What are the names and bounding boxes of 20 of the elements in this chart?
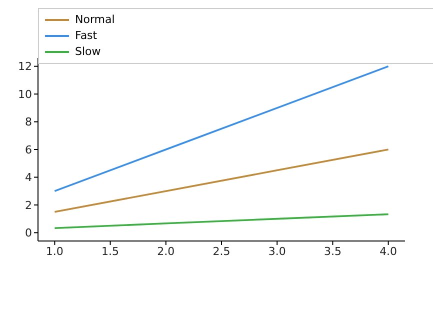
- y-tick-label: 6: [25, 143, 32, 156]
- legend-label: Fast: [75, 28, 98, 44]
- legend-label: Slow: [75, 44, 101, 60]
- legend-label: Normal: [75, 12, 115, 28]
- x-tick-label: 2.0: [157, 244, 175, 258]
- line-series: [54, 213, 390, 230]
- y-tick-label: 2: [25, 198, 32, 212]
- y-tick-label: 10: [18, 88, 32, 101]
- x-tick-label: 3.5: [324, 244, 342, 258]
- y-tick-label: 8: [25, 116, 32, 129]
- line-series: [54, 148, 390, 213]
- x-tick-label: 3.0: [268, 244, 286, 258]
- line-series: [54, 65, 390, 192]
- x-tick-label: 1.0: [46, 244, 64, 258]
- y-tick-label: 12: [18, 60, 32, 74]
- x-tick-label: 2.5: [212, 244, 230, 258]
- y-tick-label: 0: [25, 226, 32, 240]
- y-tick-label: 4: [25, 171, 32, 184]
- x-tick-label: 4.0: [380, 244, 398, 258]
- x-tick-label: 1.5: [102, 244, 120, 258]
